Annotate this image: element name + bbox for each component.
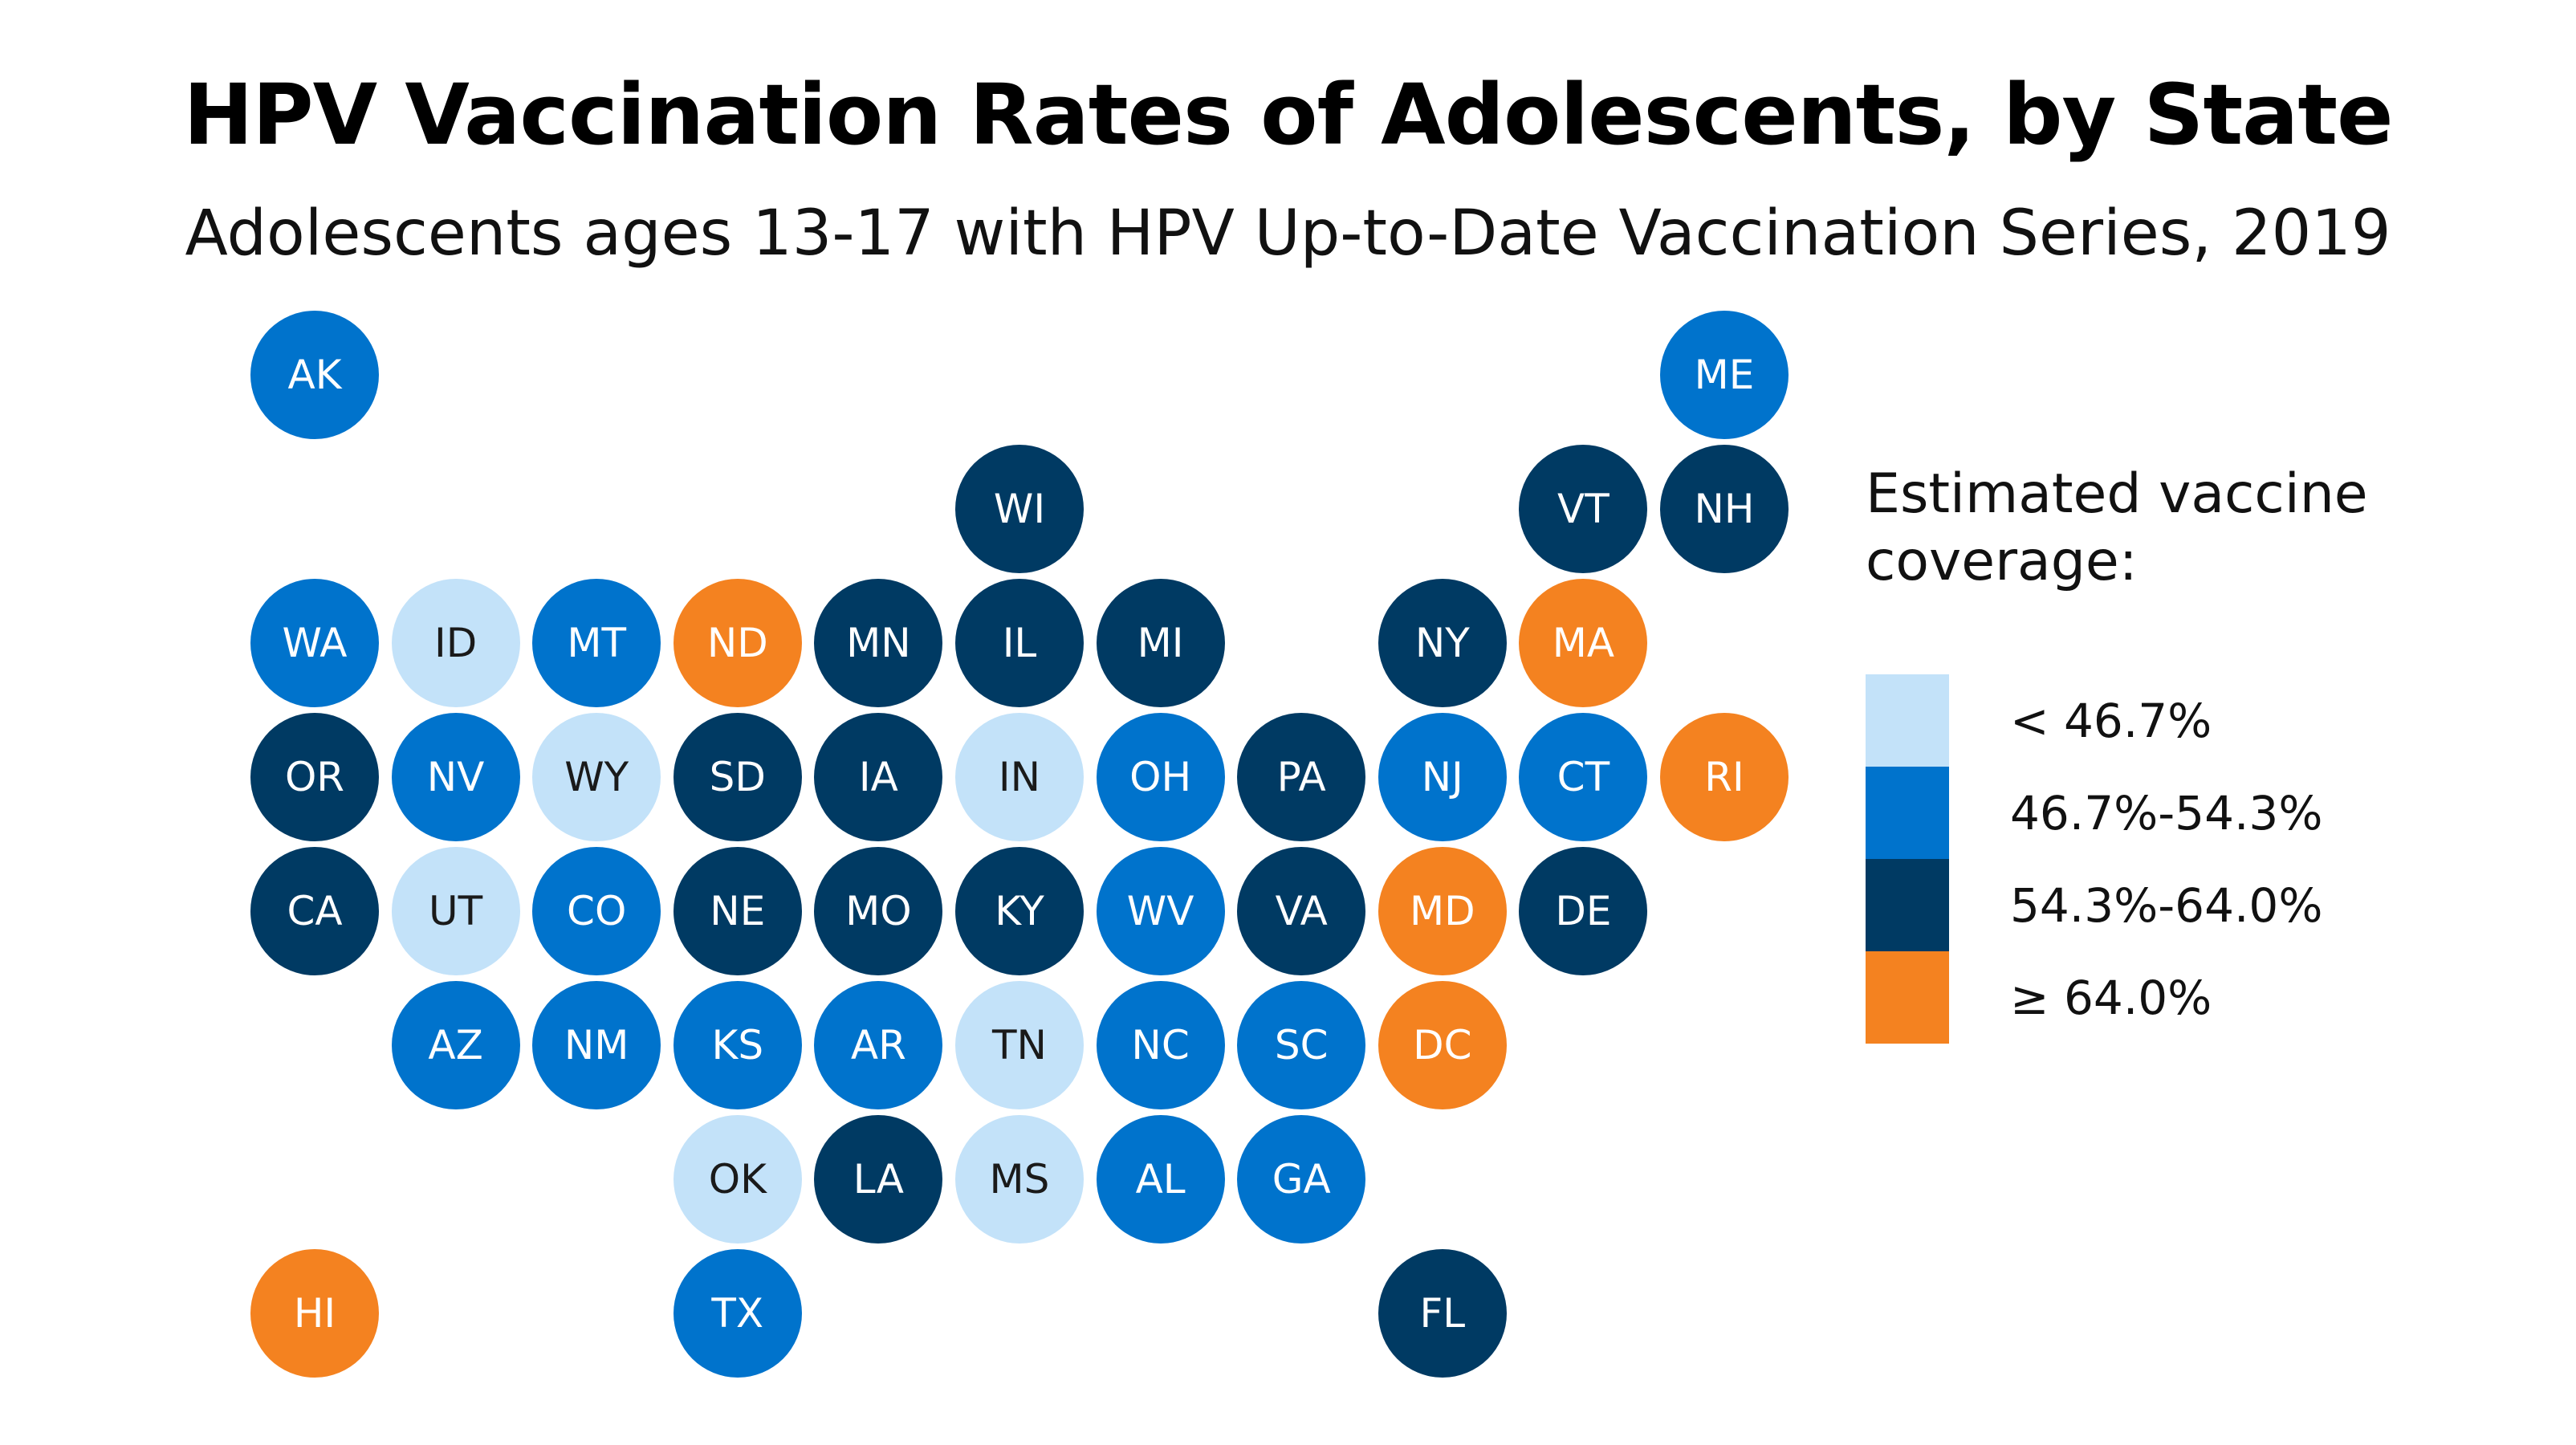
state-md: MD	[1378, 847, 1507, 975]
state-ct: CT	[1519, 713, 1648, 841]
legend-label-gte64-0: ≥ 64.0%	[2010, 971, 2212, 1025]
legend-swatch-46-7-54-3	[1866, 767, 1949, 859]
state-ky: KY	[955, 847, 1084, 975]
state-nd: ND	[673, 579, 802, 707]
state-wv: WV	[1096, 847, 1225, 975]
state-mt: MT	[532, 579, 661, 707]
state-az: AZ	[391, 981, 520, 1109]
legend-label-lt46-7: < 46.7%	[2010, 694, 2212, 748]
state-ut: UT	[391, 847, 520, 975]
state-ny: NY	[1378, 579, 1507, 707]
state-de: DE	[1519, 847, 1648, 975]
state-ia: IA	[814, 713, 943, 841]
state-ma: MA	[1519, 579, 1648, 707]
state-ca: CA	[250, 847, 379, 975]
state-va: VA	[1237, 847, 1366, 975]
state-ne: NE	[673, 847, 802, 975]
legend-swatch-gte64-0	[1866, 951, 1949, 1044]
state-tx: TX	[673, 1249, 802, 1378]
state-ak: AK	[250, 311, 379, 439]
state-nv: NV	[391, 713, 520, 841]
state-il: IL	[955, 579, 1084, 707]
state-nh: NH	[1660, 445, 1789, 573]
state-al: AL	[1096, 1115, 1225, 1244]
state-mn: MN	[814, 579, 943, 707]
state-vt: VT	[1519, 445, 1648, 573]
state-wi: WI	[955, 445, 1084, 573]
state-dc: DC	[1378, 981, 1507, 1109]
state-co: CO	[532, 847, 661, 975]
legend-swatch-lt46-7	[1866, 674, 1949, 767]
legend-swatch-54-3-64-0	[1866, 859, 1949, 951]
state-ok: OK	[673, 1115, 802, 1244]
state-ar: AR	[814, 981, 943, 1109]
state-oh: OH	[1096, 713, 1225, 841]
legend-label-54-3-64-0: 54.3%-64.0%	[2010, 878, 2323, 933]
state-in: IN	[955, 713, 1084, 841]
state-nc: NC	[1096, 981, 1225, 1109]
state-or: OR	[250, 713, 379, 841]
state-wa: WA	[250, 579, 379, 707]
chart-title: HPV Vaccination Rates of Adolescents, by…	[183, 66, 2393, 164]
state-ri: RI	[1660, 713, 1789, 841]
state-tn: TN	[955, 981, 1084, 1109]
state-la: LA	[814, 1115, 943, 1244]
state-id: ID	[391, 579, 520, 707]
state-ga: GA	[1237, 1115, 1366, 1244]
state-nm: NM	[532, 981, 661, 1109]
state-fl: FL	[1378, 1249, 1507, 1378]
legend-label-46-7-54-3: 46.7%-54.3%	[2010, 786, 2323, 841]
state-me: ME	[1660, 311, 1789, 439]
state-ks: KS	[673, 981, 802, 1109]
state-sd: SD	[673, 713, 802, 841]
state-sc: SC	[1237, 981, 1366, 1109]
state-wy: WY	[532, 713, 661, 841]
state-hi: HI	[250, 1249, 379, 1378]
legend-title: Estimated vaccine coverage:	[1866, 462, 2368, 593]
state-nj: NJ	[1378, 713, 1507, 841]
chart-subtitle: Adolescents ages 13-17 with HPV Up-to-Da…	[185, 197, 2391, 270]
state-pa: PA	[1237, 713, 1366, 841]
state-ms: MS	[955, 1115, 1084, 1244]
state-mi: MI	[1096, 579, 1225, 707]
state-mo: MO	[814, 847, 943, 975]
